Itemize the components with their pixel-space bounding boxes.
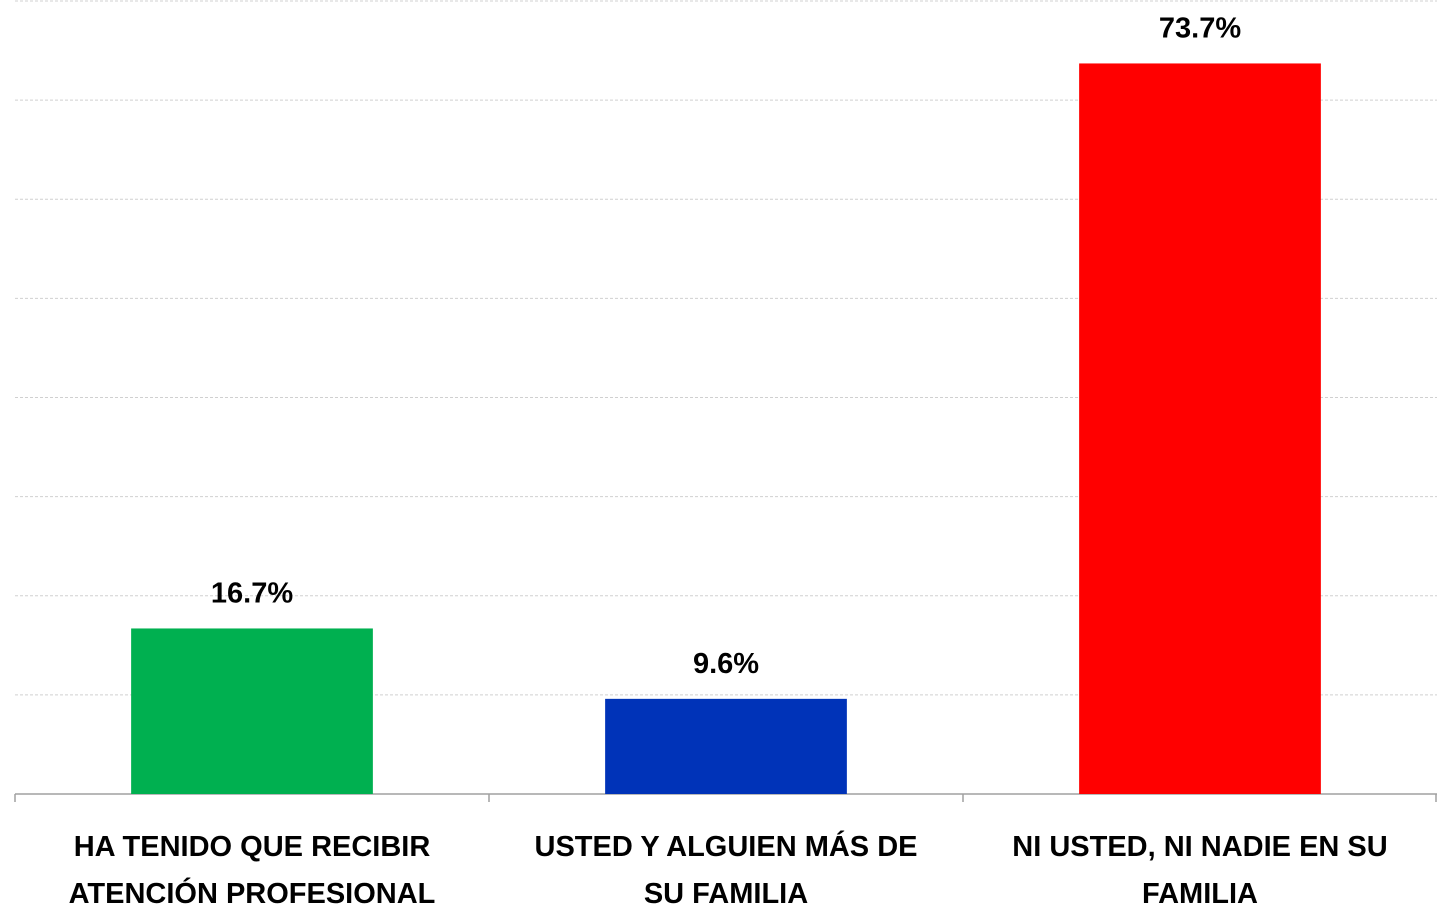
data-label: 16.7% [211, 577, 293, 609]
x-tick-label: ATENCIÓN PROFESIONAL [69, 876, 436, 907]
x-tick-label: NI USTED, NI NADIE EN SU [1012, 831, 1387, 863]
data-label: 73.7% [1159, 12, 1241, 44]
x-tick-label: SU FAMILIA [644, 878, 808, 907]
bar [1079, 63, 1321, 795]
x-tick-label: FAMILIA [1142, 878, 1258, 907]
x-tick-label: HA TENIDO QUE RECIBIR [74, 831, 431, 863]
bar [605, 698, 847, 794]
x-tick-label: USTED Y ALGUIEN MÁS DE [535, 829, 918, 863]
data-label: 9.6% [693, 648, 759, 680]
bar [131, 628, 373, 794]
